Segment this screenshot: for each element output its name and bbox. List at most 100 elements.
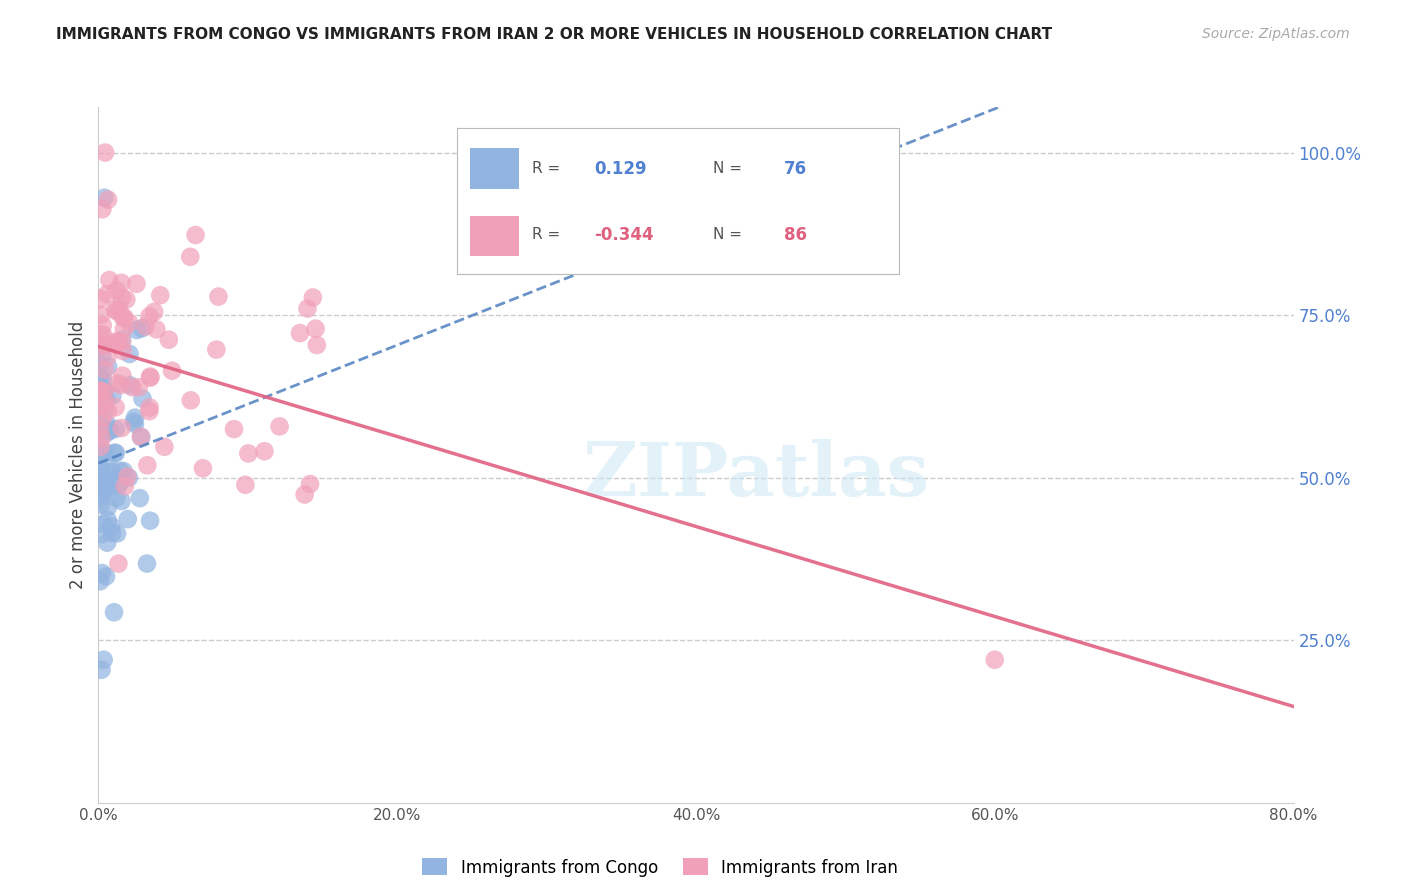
Point: [124, 417, 146, 431]
Point: [94, 145, 117, 160]
Point: [134, 319, 156, 334]
Point: [97, 337, 120, 351]
Point: [124, 410, 146, 425]
Point: [96, 287, 118, 301]
Point: [984, 653, 1007, 667]
Y-axis label: 2 or more Vehicles in Household: 2 or more Vehicles in Household: [69, 321, 87, 589]
Point: [111, 334, 134, 349]
Point: [97, 359, 120, 374]
Point: [129, 430, 152, 444]
Point: [305, 338, 328, 352]
Point: [93, 191, 115, 205]
Point: [96, 417, 118, 431]
Point: [138, 404, 160, 418]
Point: [89, 490, 111, 504]
Point: [100, 519, 122, 533]
Point: [111, 344, 134, 359]
Point: [97, 453, 120, 467]
Point: [103, 446, 125, 460]
Point: [122, 415, 145, 429]
Point: [89, 461, 111, 475]
Point: [238, 446, 260, 460]
Point: [117, 512, 139, 526]
Point: [103, 605, 125, 619]
Point: [101, 388, 124, 402]
Point: [103, 334, 125, 349]
Point: [90, 469, 112, 483]
Point: [104, 446, 127, 460]
Point: [98, 424, 121, 438]
Point: [157, 333, 180, 347]
Point: [94, 383, 117, 397]
Point: [125, 323, 148, 337]
Point: [139, 370, 162, 384]
Point: [107, 557, 129, 571]
Point: [108, 301, 131, 316]
Point: [90, 308, 112, 322]
Point: [118, 378, 141, 392]
Point: [118, 347, 141, 361]
Point: [138, 401, 160, 415]
Point: [90, 462, 112, 476]
Point: [191, 461, 214, 475]
Point: [136, 557, 159, 571]
Point: [91, 566, 114, 580]
Point: [90, 327, 112, 342]
Point: [89, 471, 111, 485]
Point: [111, 290, 134, 304]
Point: [118, 471, 141, 485]
Point: [97, 513, 120, 527]
Point: [93, 393, 115, 408]
Point: [94, 569, 117, 583]
Text: ZIPatlas: ZIPatlas: [582, 439, 929, 512]
Point: [112, 322, 135, 336]
Point: [89, 422, 111, 436]
Point: [104, 400, 127, 414]
Point: [108, 464, 131, 478]
Point: [89, 574, 111, 589]
Point: [98, 423, 121, 437]
Point: [105, 283, 128, 297]
Point: [93, 385, 115, 400]
Point: [108, 475, 131, 490]
Point: [91, 348, 114, 362]
Point: [105, 526, 128, 541]
Point: [111, 310, 134, 324]
Point: [105, 304, 128, 318]
Point: [297, 301, 319, 316]
Point: [90, 431, 112, 445]
Point: [97, 500, 120, 514]
Point: [93, 401, 115, 416]
Point: [105, 337, 128, 351]
Point: [143, 305, 166, 319]
Legend: Immigrants from Congo, Immigrants from Iran: Immigrants from Congo, Immigrants from I…: [413, 850, 907, 885]
Point: [149, 288, 172, 302]
Point: [104, 302, 127, 317]
Point: [89, 380, 111, 394]
Point: [96, 535, 118, 549]
Point: [131, 321, 153, 335]
Point: [89, 476, 111, 491]
Point: [89, 384, 111, 398]
Point: [235, 477, 257, 491]
Point: [97, 404, 120, 418]
Point: [205, 343, 228, 357]
Point: [302, 291, 325, 305]
Point: [96, 392, 118, 407]
Point: [100, 474, 122, 488]
Point: [101, 526, 124, 541]
Point: [115, 293, 138, 307]
Point: [222, 422, 245, 436]
Text: IMMIGRANTS FROM CONGO VS IMMIGRANTS FROM IRAN 2 OR MORE VEHICLES IN HOUSEHOLD CO: IMMIGRANTS FROM CONGO VS IMMIGRANTS FROM…: [56, 27, 1052, 42]
Point: [253, 444, 276, 458]
Point: [97, 483, 120, 497]
Point: [90, 394, 112, 409]
Point: [97, 193, 120, 207]
Point: [110, 378, 132, 392]
Point: [207, 290, 229, 304]
Point: [139, 369, 162, 384]
Point: [93, 653, 115, 667]
Point: [105, 376, 128, 391]
Point: [114, 479, 136, 493]
Point: [128, 380, 150, 394]
